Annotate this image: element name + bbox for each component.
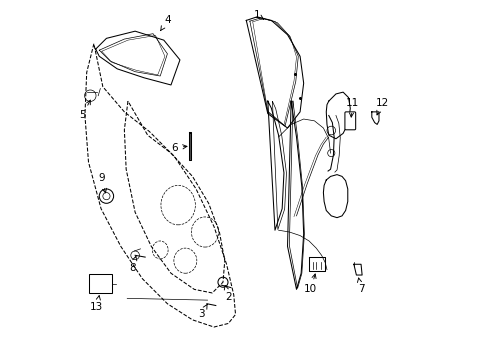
Text: 9: 9: [98, 173, 106, 193]
Text: 8: 8: [129, 256, 137, 273]
FancyBboxPatch shape: [344, 112, 355, 130]
Text: 1: 1: [253, 10, 263, 20]
Text: 7: 7: [357, 278, 364, 294]
Text: 11: 11: [345, 98, 358, 117]
Text: 5: 5: [79, 100, 90, 121]
Text: 13: 13: [90, 296, 103, 312]
Text: 2: 2: [224, 285, 231, 302]
Text: 6: 6: [171, 143, 186, 153]
Text: 4: 4: [160, 15, 170, 31]
Text: 12: 12: [375, 98, 388, 115]
Bar: [88, 274, 112, 293]
Text: 10: 10: [304, 274, 317, 294]
Text: 3: 3: [198, 304, 207, 319]
